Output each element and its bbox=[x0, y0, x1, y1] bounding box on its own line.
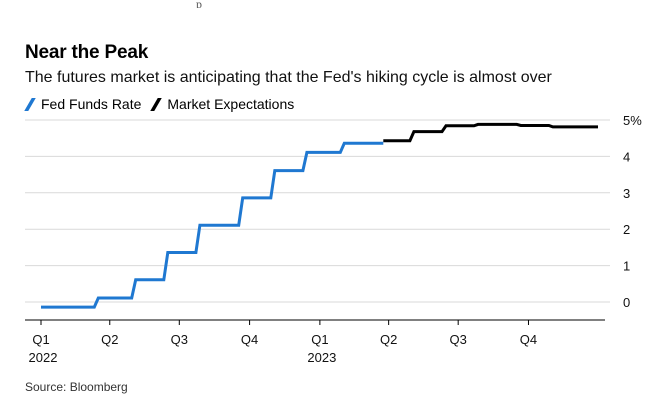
x-tick-label: Q1 bbox=[32, 332, 49, 347]
series-line-market-expectations bbox=[383, 122, 598, 143]
x-tick-label: Q3 bbox=[171, 332, 188, 347]
x-tick-label: Q4 bbox=[241, 332, 258, 347]
chart-title: Near the Peak bbox=[25, 42, 149, 63]
source-note: Source: Bloomberg bbox=[25, 380, 128, 394]
y-tick-label: 0 bbox=[623, 295, 630, 310]
y-tick-label: 2 bbox=[623, 222, 630, 237]
cropped-text-fragment: p bbox=[196, 0, 202, 8]
legend-label-market-expectations: Market Expectations bbox=[167, 96, 295, 112]
y-axis-labels: 0 1 2 3 4 5% bbox=[623, 113, 642, 310]
y-tick-label: 5% bbox=[623, 113, 642, 128]
x-tick-year-label: 2022 bbox=[29, 350, 58, 365]
legend-label-fed-funds-rate: Fed Funds Rate bbox=[41, 96, 142, 112]
y-tick-label: 3 bbox=[623, 186, 630, 201]
x-tick-label: Q2 bbox=[101, 332, 118, 347]
x-tick-label: Q1 bbox=[311, 332, 328, 347]
x-tick-label: Q4 bbox=[520, 332, 537, 347]
series-line-fed-funds-rate bbox=[41, 141, 384, 309]
x-tick-year-label: 2023 bbox=[307, 350, 336, 365]
x-tick-label: Q3 bbox=[450, 332, 467, 347]
legend-item-market-expectations: Market Expectations bbox=[150, 96, 295, 112]
x-axis-labels: Q1 2022 Q2 Q3 Q4 Q1 2023 Q2 Q3 Q4 bbox=[29, 332, 538, 365]
x-axis bbox=[25, 319, 605, 325]
legend-item-fed-funds-rate: Fed Funds Rate bbox=[24, 96, 142, 112]
y-tick-label: 1 bbox=[623, 259, 630, 274]
gridlines bbox=[25, 119, 610, 303]
chart-legend: Fed Funds Rate Market Expectations bbox=[24, 96, 304, 112]
x-tick-label: Q2 bbox=[380, 332, 397, 347]
series-lines bbox=[41, 122, 598, 309]
chart-subtitle: The futures market is anticipating that … bbox=[25, 69, 552, 86]
y-tick-label: 4 bbox=[623, 149, 630, 164]
